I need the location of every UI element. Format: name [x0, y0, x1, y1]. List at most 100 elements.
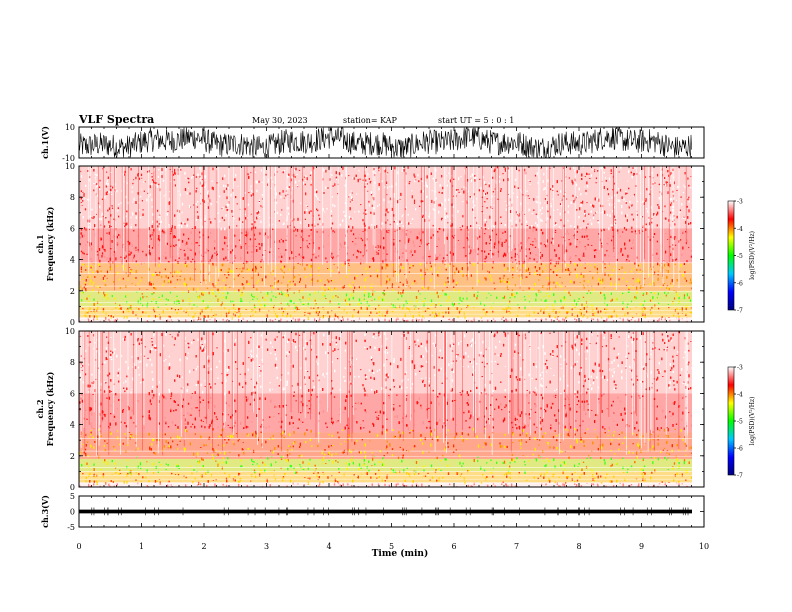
spectrogram-pixel	[106, 166, 108, 168]
spectrogram-pixel	[228, 274, 230, 276]
spectrogram-pixel	[354, 286, 356, 289]
spectrogram-pixel	[423, 302, 425, 304]
spectrogram-pixel	[401, 169, 403, 172]
spectrogram-pixel	[163, 255, 165, 257]
spectrogram-pixel	[514, 284, 516, 287]
spectrogram-pixel	[629, 239, 631, 242]
spectrogram-pixel	[332, 256, 334, 258]
spectrogram-pixel	[404, 315, 406, 317]
spectrogram-pixel	[293, 218, 295, 221]
spectrogram-pixel	[582, 315, 584, 318]
spectrogram-pixel	[686, 197, 688, 199]
spectrogram-pixel	[540, 299, 542, 301]
spectrogram-pixel	[457, 210, 459, 213]
spectrogram-pixel	[477, 253, 479, 256]
spectrogram-pixel	[594, 264, 596, 266]
spectrogram-pixel	[528, 301, 531, 303]
spectrogram-pixel	[682, 232, 684, 234]
spectrogram-pixel	[106, 232, 108, 234]
spectrogram-pixel	[344, 241, 346, 245]
spectrogram-pixel	[371, 283, 373, 286]
spectrogram-pixel	[557, 316, 559, 318]
spectrogram-pixel	[484, 233, 486, 235]
spectrogram-pixel	[187, 187, 189, 189]
spectrogram-pixel	[225, 205, 227, 209]
spectrogram-pixel	[489, 250, 491, 251]
spectrogram-pixel	[97, 270, 99, 274]
spectrogram-pixel	[230, 193, 232, 197]
spectrogram-pixel	[482, 175, 484, 179]
spectrogram-pixel	[312, 253, 314, 256]
spectrogram-pixel	[348, 298, 350, 301]
spectrogram-pixel	[142, 209, 144, 211]
spectrogram-pixel	[452, 303, 454, 307]
spectrogram-pixel	[306, 240, 308, 242]
spectrogram-pixel	[356, 256, 358, 259]
spectrogram-pixel	[434, 209, 436, 212]
spectrogram-pixel	[172, 173, 175, 176]
spectrogram-pixel	[148, 227, 150, 231]
spectrogram-pixel	[269, 223, 271, 227]
spectrogram-pixel	[565, 289, 567, 293]
spectrogram-pixel	[184, 258, 186, 260]
spectrogram-pixel	[125, 272, 127, 274]
spectrogram-pixel	[256, 212, 258, 215]
spectrogram-pixel	[196, 211, 199, 213]
spectrogram-pixel	[370, 285, 372, 289]
spectrogram-pixel	[227, 184, 229, 187]
spectrogram-pixel	[552, 281, 555, 283]
spectrogram-pixel	[431, 199, 433, 203]
spectrogram-pixel	[94, 173, 96, 176]
spectrogram-pixel	[622, 308, 624, 311]
spectrogram-pixel	[658, 307, 660, 310]
spectrogram-pixel	[318, 311, 320, 314]
spectrogram-pixel	[99, 265, 101, 268]
spectrogram-pixel	[512, 192, 515, 194]
spectrogram-pixel	[145, 253, 147, 257]
spectrogram-pixel	[180, 249, 182, 251]
spectrogram-pixel	[635, 306, 637, 308]
spectrogram-pixel	[177, 319, 179, 320]
spectrogram-pixel	[608, 227, 610, 231]
spectrogram-pixel	[426, 175, 428, 179]
spectrogram-pixel	[635, 281, 637, 283]
spectrogram-pixel	[266, 293, 268, 297]
spectrogram-pixel	[178, 190, 180, 192]
spectrogram-pixel	[617, 281, 619, 283]
spectrogram-pixel	[319, 317, 321, 321]
spectrogram-pixel	[440, 304, 442, 307]
spectrogram-pixel	[434, 258, 436, 259]
spectrogram-pixel	[649, 283, 651, 286]
spectrogram-pixel	[140, 195, 142, 198]
spectrogram-pixel	[189, 300, 191, 302]
spectrogram-pixel	[567, 205, 569, 208]
spectrogram-pixel	[333, 317, 336, 321]
spectrogram-pixel	[441, 217, 443, 219]
spectrogram-pixel	[665, 250, 667, 254]
spectrogram-pixel	[420, 269, 422, 272]
spectrogram-pixel	[130, 308, 132, 311]
spectrogram-pixel	[258, 180, 260, 183]
spectrogram-pixel	[93, 229, 95, 231]
spectrogram-pixel	[404, 314, 406, 317]
spectrogram-pixel	[368, 200, 370, 203]
spectrogram-pixel	[480, 227, 482, 229]
spectrogram-pixel	[314, 298, 317, 300]
spectrogram-pixel	[602, 319, 605, 322]
spectrogram-pixel	[125, 255, 127, 258]
spectrogram-pixel	[631, 226, 633, 230]
spectrogram-pixel	[588, 290, 590, 292]
spectrogram-pixel	[174, 172, 176, 175]
spectrogram-pixel	[572, 181, 574, 185]
spectrogram-pixel	[580, 202, 582, 204]
spectrogram-pixel	[506, 204, 508, 207]
spectrogram-pixel	[683, 184, 685, 187]
spectrogram-pixel	[91, 217, 93, 219]
spectrogram-pixel	[227, 291, 229, 295]
spectrogram-pixel	[456, 307, 458, 311]
spectrogram-pixel	[402, 306, 404, 310]
spectrogram-pixel	[312, 215, 314, 217]
spectrogram-pixel	[246, 217, 249, 219]
spectrogram-pixel	[302, 238, 304, 242]
spectrogram-pixel	[450, 220, 452, 222]
